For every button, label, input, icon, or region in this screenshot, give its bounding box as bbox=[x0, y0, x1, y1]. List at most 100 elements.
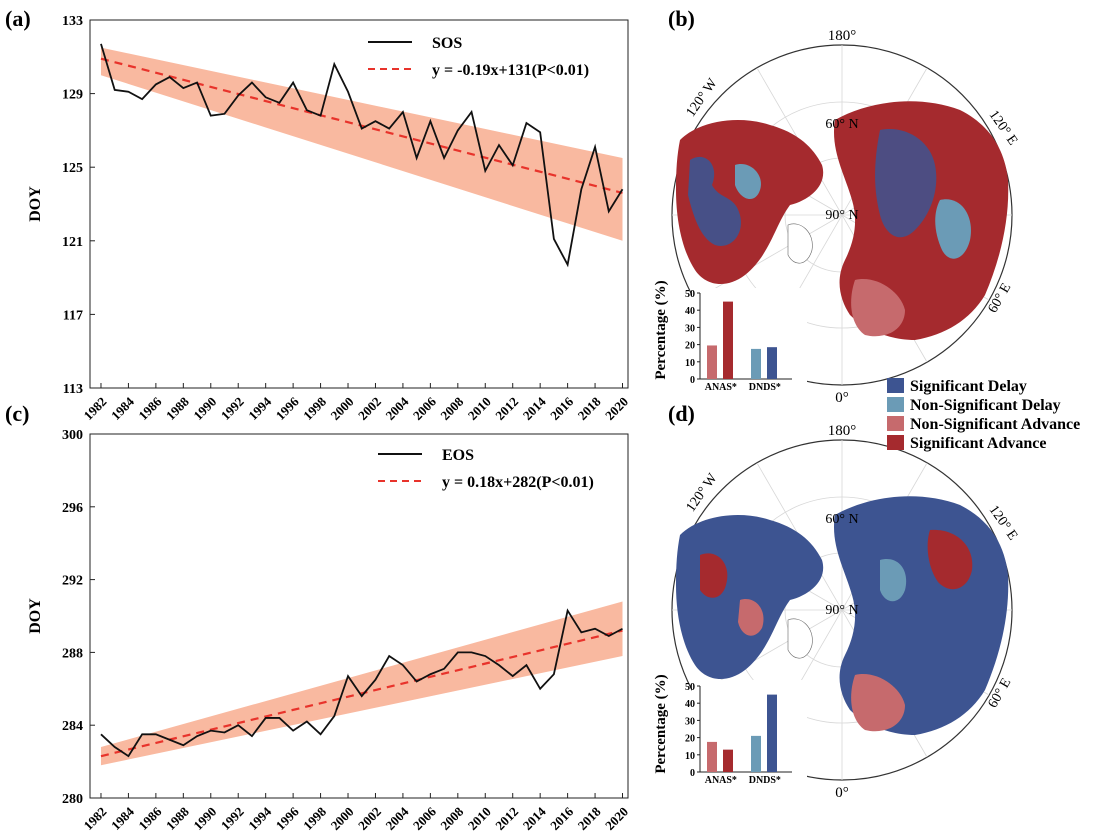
bar-category-label: AN bbox=[705, 382, 720, 393]
bar bbox=[751, 348, 761, 379]
advance-patch-americas-d bbox=[700, 553, 728, 598]
bar bbox=[707, 741, 717, 772]
y-axis-label-c: DOY bbox=[27, 598, 44, 634]
bar-y-tick-label: 10 bbox=[685, 358, 695, 369]
confidence-band bbox=[100, 47, 623, 241]
legend-label-sos: SOS bbox=[432, 35, 462, 52]
legend-swatch bbox=[887, 397, 904, 412]
legend-label-trend-c: y = 0.18x+282(P<0.01) bbox=[442, 474, 594, 491]
map-label-0-d: 0° bbox=[835, 785, 849, 801]
y-tick-label: 117 bbox=[63, 308, 83, 323]
polar-map-d: 180° 0° 60° N 90° N 120° W 120° E 60° E bbox=[671, 423, 1020, 801]
x-tick-label: 1998 bbox=[300, 804, 329, 833]
legend-a: SOS y = -0.19x+131(P<0.01) bbox=[368, 35, 589, 79]
legend-label: Significant Advance bbox=[910, 435, 1046, 452]
x-tick-label: 2010 bbox=[465, 394, 494, 423]
y-tick-label: 129 bbox=[62, 88, 83, 103]
x-tick-label: 2010 bbox=[465, 804, 494, 833]
map-label-60n-b: 60° N bbox=[825, 117, 858, 132]
greenland-b bbox=[787, 223, 813, 264]
x-tick-label: 1994 bbox=[245, 804, 274, 833]
bar-y-tick-label: 30 bbox=[685, 716, 695, 727]
percentage-bar-chart-d: Percentage (%) 0 10 20 30 40 50 AN AS* DN DS* bbox=[653, 674, 807, 786]
x-tick-label: 2012 bbox=[492, 804, 521, 833]
bar-ylabel-b: Percentage (%) bbox=[653, 280, 669, 379]
bar bbox=[723, 749, 733, 772]
y-tick-label: 284 bbox=[62, 719, 83, 734]
bar-category-label: AS* bbox=[719, 775, 737, 786]
percentage-bar-chart-b: Percentage (%) 0 10 20 30 40 50 AN AS* DN DS* bbox=[653, 280, 807, 393]
bar bbox=[707, 345, 717, 379]
legend-label-trend-a: y = -0.19x+131(P<0.01) bbox=[432, 62, 589, 79]
x-tick-label: 1982 bbox=[81, 394, 110, 423]
bar bbox=[767, 347, 777, 379]
y-tick-label: 121 bbox=[62, 235, 83, 250]
x-tick-label: 1986 bbox=[135, 804, 164, 833]
plot-frame-c bbox=[89, 433, 629, 799]
x-tick-label: 2006 bbox=[410, 394, 439, 423]
bar bbox=[723, 301, 733, 379]
trend-line bbox=[100, 629, 623, 758]
y-tick-label: 292 bbox=[62, 574, 83, 589]
greenland-d bbox=[787, 618, 813, 659]
legend-label: Non-Significant Delay bbox=[910, 397, 1061, 414]
x-tick-label: 2016 bbox=[547, 804, 576, 833]
legend-label: Significant Delay bbox=[910, 378, 1027, 395]
x-tick-label: 1998 bbox=[300, 394, 329, 423]
bar bbox=[767, 694, 777, 772]
advance-patch-eurasia-d bbox=[927, 529, 973, 590]
bar-category-label: DS* bbox=[763, 775, 781, 786]
legend-swatch bbox=[887, 435, 904, 450]
x-tick-label: 2018 bbox=[575, 394, 604, 423]
x-tick-label: 2020 bbox=[602, 394, 631, 423]
x-tick-label: 1988 bbox=[163, 804, 192, 833]
bar bbox=[751, 735, 761, 772]
x-tick-label: 2004 bbox=[382, 804, 411, 833]
series-line bbox=[100, 43, 624, 268]
x-tick-label: 1988 bbox=[163, 394, 192, 423]
x-tick-label: 2014 bbox=[520, 804, 549, 833]
y-tick-label: 280 bbox=[62, 792, 83, 807]
bar-y-tick-label: 30 bbox=[685, 323, 695, 334]
y-tick-label: 113 bbox=[63, 382, 83, 397]
bar-y-tick-label: 50 bbox=[685, 289, 695, 300]
bar-y-tick-label: 10 bbox=[685, 751, 695, 762]
bar-y-tick-label: 40 bbox=[685, 699, 695, 710]
bar-category-label: AS* bbox=[719, 382, 737, 393]
x-tick-label: 1984 bbox=[108, 394, 137, 423]
map-label-180-d: 180° bbox=[828, 423, 857, 439]
x-tick-label: 1996 bbox=[273, 394, 302, 423]
x-tick-label: 2020 bbox=[602, 804, 631, 833]
legend-label-eos: EOS bbox=[442, 447, 474, 464]
x-tick-label: 1994 bbox=[245, 394, 274, 423]
x-tick-label: 1990 bbox=[190, 394, 219, 423]
panel-label-c: (c) bbox=[5, 401, 29, 426]
x-tick-label: 1992 bbox=[218, 394, 247, 423]
panel-label-d: (d) bbox=[668, 401, 695, 426]
x-tick-label: 2012 bbox=[492, 394, 521, 423]
y-tick-label: 133 bbox=[62, 14, 83, 29]
map-label-0-b: 0° bbox=[835, 390, 849, 406]
bar-category-label: DN bbox=[749, 382, 764, 393]
x-tick-label: 2008 bbox=[437, 804, 466, 833]
x-tick-label: 1986 bbox=[135, 394, 164, 423]
x-tick-label: 2000 bbox=[328, 394, 357, 423]
bar-category-label: DN bbox=[749, 775, 764, 786]
x-tick-label: 1992 bbox=[218, 804, 247, 833]
x-tick-label: 1996 bbox=[273, 804, 302, 833]
map-label-180-b: 180° bbox=[828, 28, 857, 44]
delay-patch-eurasia-b bbox=[875, 129, 937, 238]
bar-y-tick-label: 0 bbox=[690, 768, 695, 779]
legend-c: EOS y = 0.18x+282(P<0.01) bbox=[378, 447, 594, 491]
map-label-90n-d: 90° N bbox=[825, 603, 858, 618]
confidence-band bbox=[100, 601, 623, 766]
map-label-60n-d: 60° N bbox=[825, 512, 858, 527]
plot-frame-a bbox=[89, 19, 629, 389]
advance-patch-europe-b bbox=[851, 279, 905, 337]
y-tick-label: 300 bbox=[62, 428, 83, 443]
bar-category-label: AN bbox=[705, 775, 720, 786]
legend-swatch bbox=[887, 416, 904, 431]
